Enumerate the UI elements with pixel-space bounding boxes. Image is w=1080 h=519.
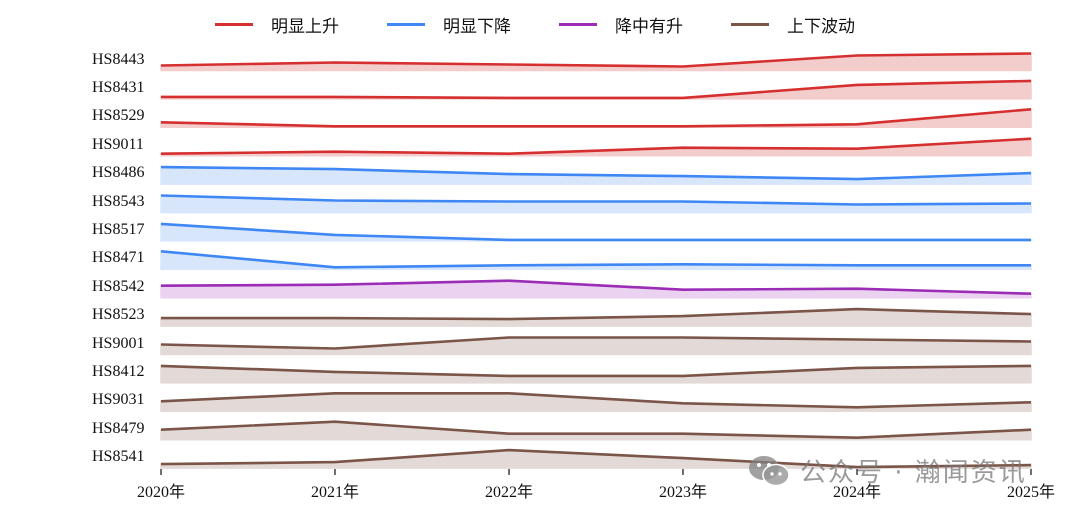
x-tick-label: 2022年 xyxy=(484,484,534,501)
legend-label: 上下波动 xyxy=(787,16,855,37)
series-line xyxy=(161,307,1032,321)
row-label: HS9031 xyxy=(92,391,145,409)
legend-label: 明显上升 xyxy=(271,16,339,37)
chart-legend: 明显上升 明显下降 降中有升 上下波动 xyxy=(215,10,903,38)
row-label: HS8486 xyxy=(92,164,145,182)
legend-swatch-icon xyxy=(559,22,597,26)
row-label: HS8529 xyxy=(92,107,145,125)
series-line xyxy=(160,250,1031,269)
series-line xyxy=(160,222,1031,242)
legend-swatch-icon xyxy=(731,22,769,26)
x-tick-label: 2025年 xyxy=(1006,484,1056,501)
row-label: HS8471 xyxy=(92,249,145,267)
row-label: HS8523 xyxy=(92,306,145,324)
row-label: HS8541 xyxy=(92,448,145,466)
series-line xyxy=(160,52,1032,68)
row-label: HS9001 xyxy=(92,334,145,352)
row-label: HS8517 xyxy=(92,220,145,238)
row-label: HS8543 xyxy=(92,192,145,210)
legend-item: 上下波动 xyxy=(731,12,855,37)
series-line xyxy=(161,79,1032,100)
row-label: HS8542 xyxy=(92,277,145,295)
row-label: HS8412 xyxy=(92,362,145,380)
legend-item: 降中有升 xyxy=(559,12,683,37)
x-tick-label: 2021年 xyxy=(310,484,360,501)
legend-swatch-icon xyxy=(387,22,425,26)
series-line xyxy=(160,364,1032,378)
row-label: HS8443 xyxy=(92,50,145,68)
series-line xyxy=(160,165,1032,181)
series-line xyxy=(160,448,1032,469)
legend-label: 降中有升 xyxy=(615,16,683,37)
legend-item: 明显上升 xyxy=(215,12,339,37)
series-line xyxy=(160,194,1032,206)
legend-label: 明显下降 xyxy=(443,16,511,37)
legend-swatch-icon xyxy=(215,22,253,26)
series-line xyxy=(160,420,1032,440)
x-tick-label: 2023年 xyxy=(658,484,708,501)
series-line xyxy=(160,336,1032,350)
x-tick-label: 2020年 xyxy=(136,484,186,501)
series-line xyxy=(160,108,1032,128)
row-label: HS8479 xyxy=(92,419,145,437)
legend-item: 明显下降 xyxy=(387,12,511,37)
row-label: HS8431 xyxy=(92,78,145,96)
row-label: HS9011 xyxy=(92,135,144,153)
series-line xyxy=(160,279,1032,295)
series-line xyxy=(160,391,1032,409)
series-line xyxy=(160,137,1032,155)
x-tick-label: 2024年 xyxy=(832,484,882,501)
